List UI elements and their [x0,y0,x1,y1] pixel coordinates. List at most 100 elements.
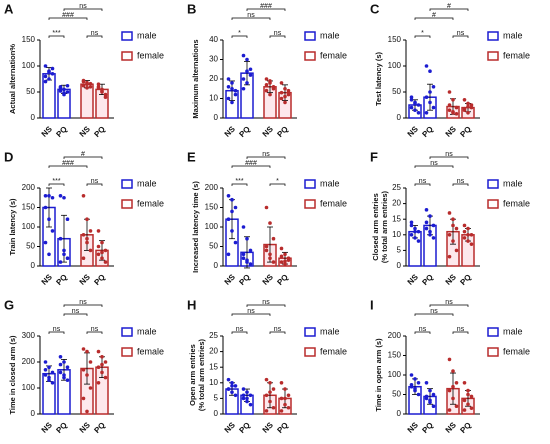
data-point [85,217,89,221]
x-tick-label: PQ [92,273,107,288]
y-axis-label: Time in open arm (s) [374,338,383,412]
y-tick-label: 50 [26,242,35,251]
significance-label: ns [79,3,87,10]
data-point [85,240,89,245]
significance-bracket [269,331,286,334]
data-point [103,248,108,253]
data-point [264,377,269,382]
data-point [100,370,104,375]
data-point [226,387,231,391]
data-point [431,404,436,409]
legend-label: female [137,50,164,60]
significance-bracket [48,165,88,168]
data-point [416,239,421,243]
data-point [96,381,101,385]
y-tick-label: 200 [22,183,36,192]
data-point [58,86,63,90]
y-tick-label: 100 [205,222,219,231]
data-point [81,347,86,351]
significance-label: ns [91,178,99,185]
data-point [279,381,284,385]
panel: F Closed arm entries (% total arm entries)… [370,149,530,287]
data-point [65,378,70,383]
x-tick-label: PQ [458,125,473,140]
legend-swatch [121,179,133,189]
significance-bracket [231,313,271,316]
panel-letter: A [4,1,14,16]
significance-label: # [432,12,436,19]
legend-swatch [121,31,133,41]
data-point [81,78,86,83]
x-tick-label: NS [78,124,93,139]
y-axis-label: Closed arm entries [371,193,380,261]
data-point [283,396,287,401]
y-axis-label: (% total arm entries) [380,190,389,263]
data-point [431,105,436,110]
data-point [241,53,246,58]
data-point [233,384,238,388]
y-tick-label: 10 [392,230,401,239]
data-point [424,381,429,385]
data-point [85,86,89,90]
significance-bracket [63,313,88,316]
data-point [233,240,238,245]
data-point [447,233,452,237]
data-point [279,246,284,251]
y-tick-label: 0 [397,261,402,270]
significance-label: ns [247,12,255,19]
data-point [279,254,284,259]
y-axis-label: Maximum alternations [191,39,200,118]
x-tick-label: PQ [237,125,252,140]
significance-label: ns [457,326,465,333]
x-tick-label: NS [40,272,55,287]
data-point [466,226,470,231]
data-point [264,244,269,249]
data-point [424,226,429,231]
significance-bracket [414,165,454,168]
data-point [62,91,66,95]
significance-label: ns [274,326,282,333]
legend-swatch [304,327,316,337]
data-point [47,77,51,81]
significance-label: * [421,30,424,37]
data-point [428,69,432,73]
legend-label: male [320,326,340,336]
significance-label: # [447,3,451,10]
data-point [462,236,467,240]
x-tick-label: NS [261,272,276,287]
data-point [462,223,467,228]
y-tick-label: 100 [22,222,36,231]
data-point [96,229,101,233]
data-point [283,402,287,407]
data-point [409,220,414,225]
data-point [245,81,249,85]
data-point [447,211,452,215]
data-point [230,100,234,105]
data-point [451,217,455,221]
significance-bracket [246,304,286,307]
data-point [96,349,101,354]
x-tick-label: PQ [275,421,290,436]
data-point [226,77,231,81]
data-point [248,393,253,398]
data-point [62,360,66,364]
legend-swatch [121,347,133,357]
significance-bracket [414,183,431,186]
data-point [62,195,66,200]
data-point [451,396,455,401]
significance-label: ns [247,308,255,315]
data-point [96,252,101,257]
significance-bracket [63,8,103,11]
data-point [428,90,432,94]
x-tick-label: NS [223,124,238,139]
significance-label: * [238,30,241,37]
data-point [226,377,231,382]
significance-bracket [414,313,454,316]
data-point [85,349,89,354]
data-point [245,69,249,73]
data-point [248,73,253,77]
data-point [409,105,414,110]
significance-bracket [414,35,431,38]
